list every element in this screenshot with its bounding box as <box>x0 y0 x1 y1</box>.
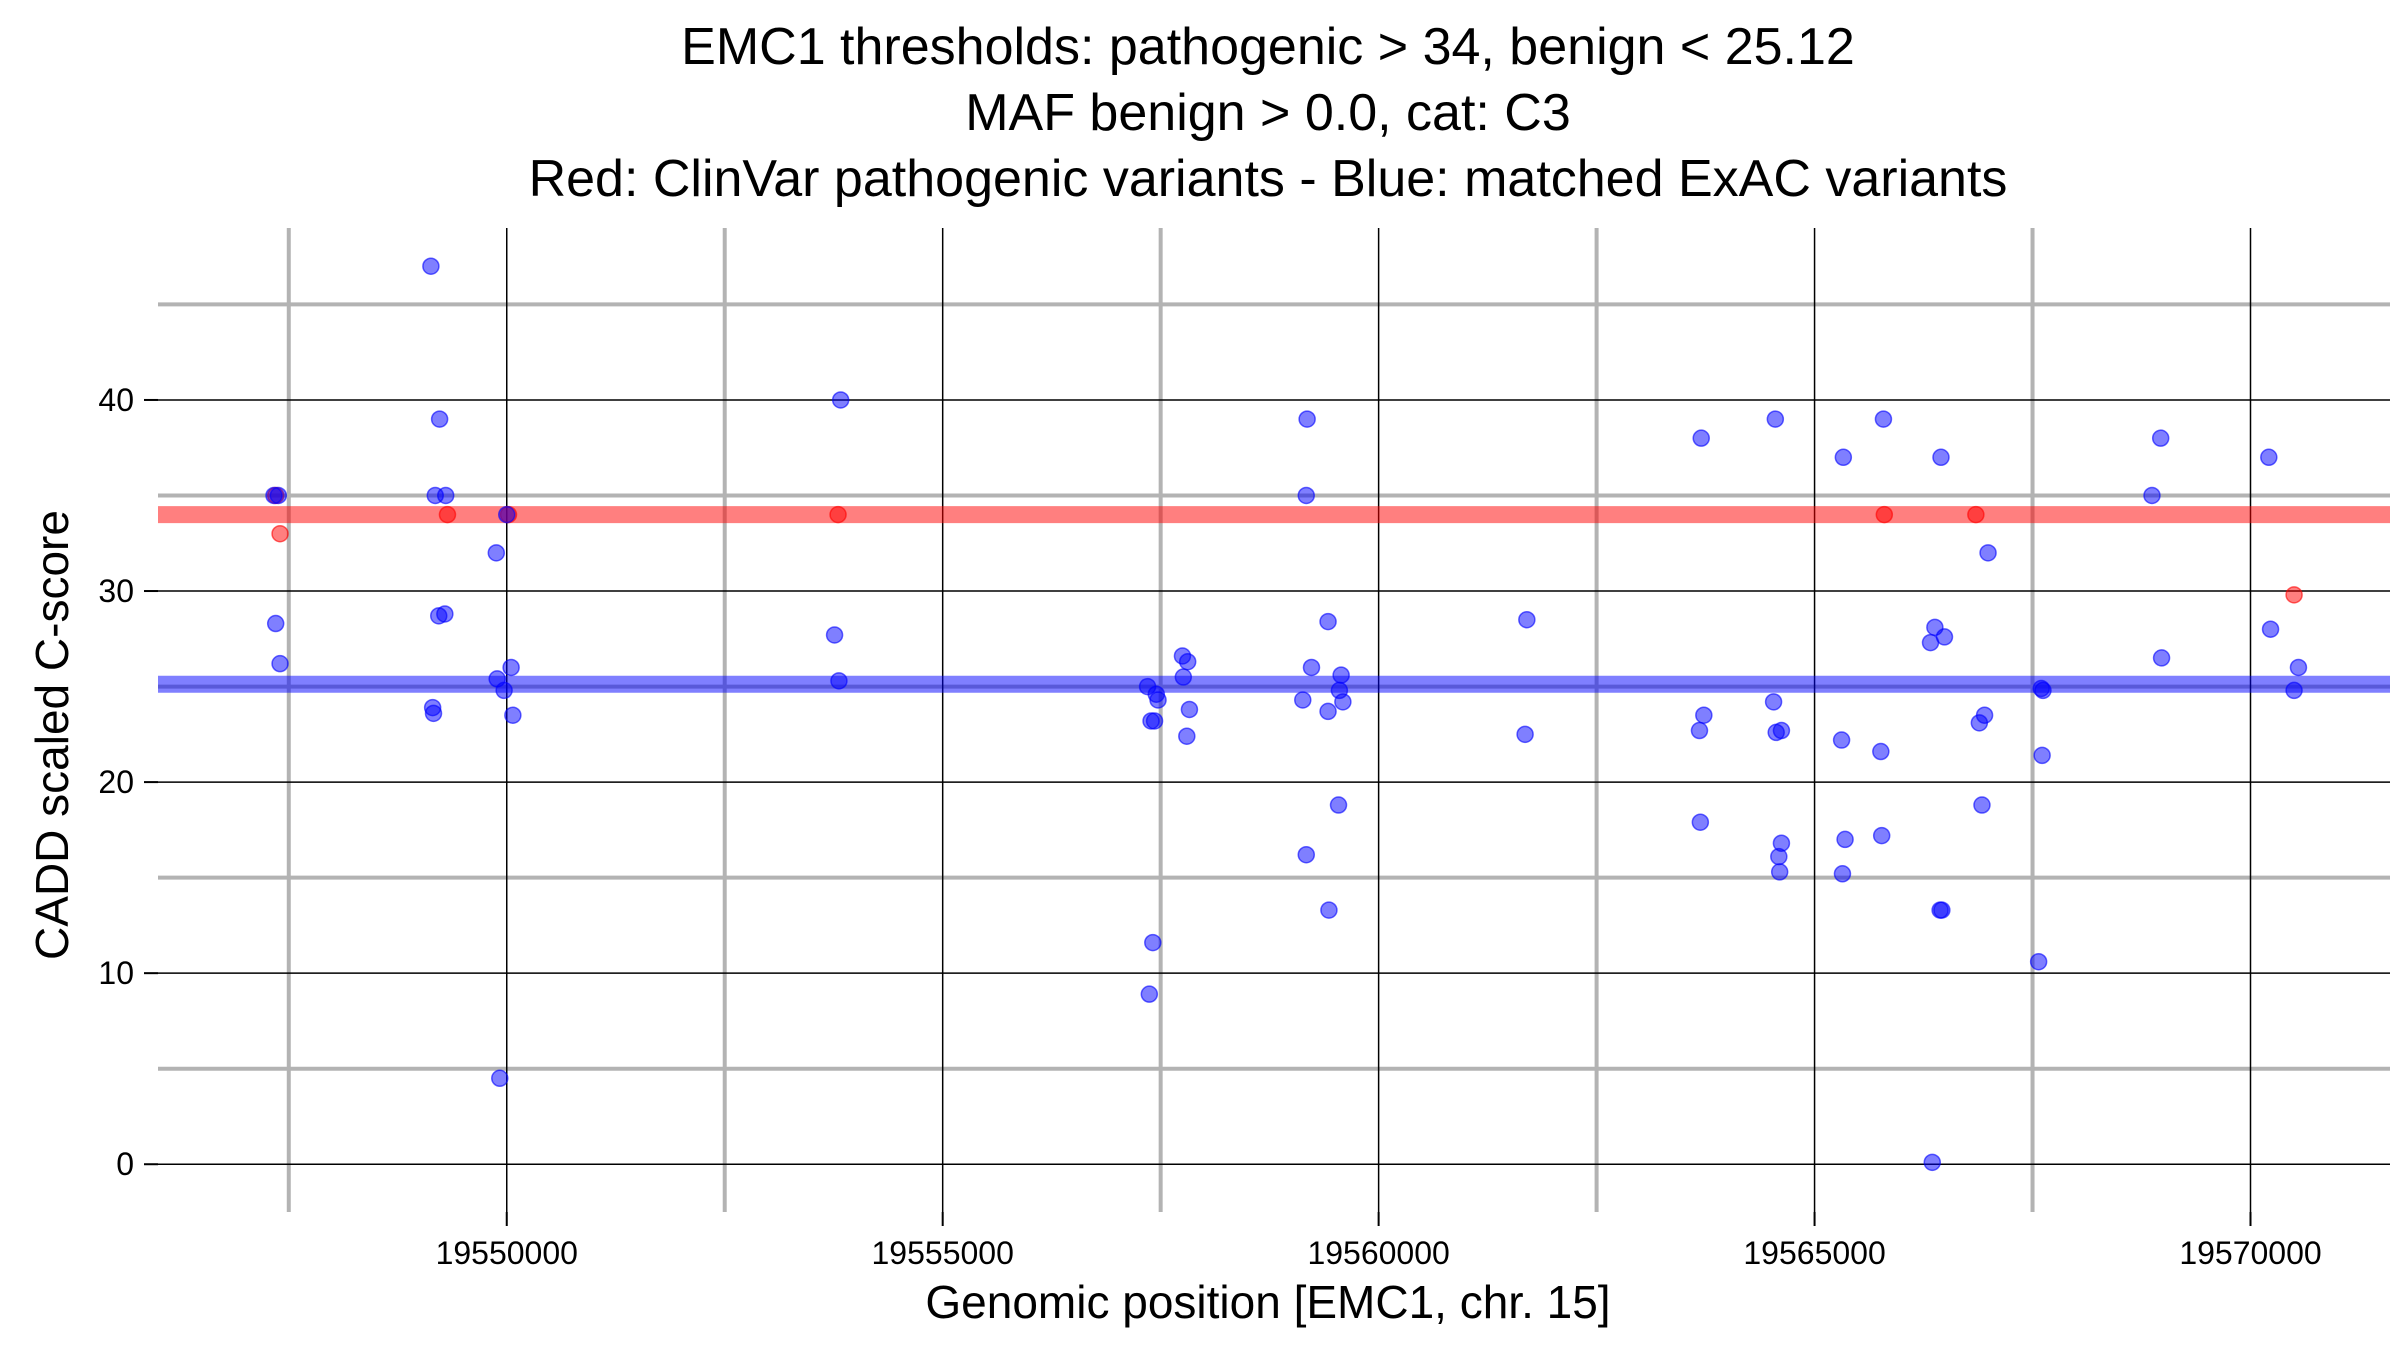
data-point <box>1334 693 1352 711</box>
data-point <box>498 505 516 524</box>
data-point <box>1836 830 1854 849</box>
y-axis-label: CADD scaled C-score <box>26 510 78 960</box>
data-point <box>1772 721 1791 740</box>
data-point <box>1933 901 1951 919</box>
data-point <box>269 486 288 505</box>
data-point <box>2285 586 2303 604</box>
x-tick-label: 19570000 <box>2179 1235 2321 1271</box>
data-point <box>491 1069 509 1088</box>
data-point <box>1979 544 1997 562</box>
data-point <box>1332 666 1350 684</box>
data-point <box>1932 448 1950 467</box>
data-point <box>1297 486 1316 505</box>
data-point <box>424 704 443 723</box>
data-point <box>504 706 522 724</box>
data-point <box>1872 826 1891 845</box>
data-point <box>487 544 506 562</box>
x-tick-label: 19555000 <box>872 1235 1014 1271</box>
data-point <box>1872 742 1890 761</box>
data-point <box>266 614 285 633</box>
data-point <box>2033 746 2051 765</box>
data-point <box>1691 813 1710 831</box>
data-point <box>1144 933 1162 952</box>
data-point <box>430 410 449 428</box>
data-point <box>1142 712 1160 730</box>
y-tick-label: 0 <box>116 1146 134 1182</box>
data-point <box>1178 652 1197 671</box>
data-point <box>825 626 844 644</box>
data-point <box>1770 847 1788 866</box>
data-point <box>495 681 513 700</box>
data-point <box>1319 612 1337 631</box>
chart-title-line: Red: ClinVar pathogenic variants - Blue:… <box>529 150 2008 208</box>
data-point <box>1832 731 1851 749</box>
data-point <box>1770 863 1789 881</box>
x-tick-label: 19550000 <box>436 1235 578 1271</box>
data-point <box>438 505 457 524</box>
data-point <box>2152 649 2171 667</box>
data-point <box>1298 410 1316 428</box>
data-point <box>2143 486 2161 505</box>
chart-title-line: MAF benign > 0.0, cat: C3 <box>965 84 1571 142</box>
data-point <box>1516 725 1534 744</box>
data-point <box>2261 620 2280 638</box>
ticks-layer: 0 10 20 30 40 19550000 19555000 19560000 1956500… <box>98 382 2321 1271</box>
data-point <box>1921 633 1940 652</box>
data-point <box>2260 448 2278 467</box>
data-point <box>1973 796 1991 814</box>
x-tick-label: 19565000 <box>1743 1235 1885 1271</box>
data-point <box>1695 706 1713 724</box>
data-point <box>436 486 455 505</box>
data-point <box>2034 681 2052 700</box>
data-point <box>502 658 520 677</box>
data-point <box>271 524 289 543</box>
chart-title: EMC1 thresholds: pathogenic > 34, benign… <box>529 18 2008 208</box>
data-point <box>2029 952 2048 971</box>
data-point <box>436 605 454 623</box>
grid-layer <box>158 228 2390 1212</box>
data-point <box>1690 721 1709 740</box>
data-point <box>1970 714 1989 732</box>
data-point <box>2289 658 2308 677</box>
data-point <box>1294 691 1312 709</box>
data-point <box>831 391 850 409</box>
data-point <box>1875 505 1894 524</box>
points-layer <box>265 257 2308 1172</box>
y-tick-label: 10 <box>98 955 134 991</box>
data-point <box>1874 410 1893 428</box>
data-point <box>1518 610 1536 629</box>
data-point <box>829 505 847 524</box>
data-point <box>1923 1153 1942 1172</box>
data-point <box>1833 865 1852 883</box>
data-point <box>1174 668 1193 686</box>
data-point <box>1764 693 1783 711</box>
data-point <box>1834 448 1853 467</box>
chart-title-line: EMC1 thresholds: pathogenic > 34, benign… <box>681 18 1855 76</box>
data-point <box>2151 429 2170 447</box>
threshold-layer <box>158 506 2390 693</box>
y-tick-label: 30 <box>98 573 134 609</box>
data-point <box>1692 429 1710 447</box>
data-point <box>1329 796 1348 814</box>
data-point <box>1178 727 1196 745</box>
data-point <box>1180 700 1199 719</box>
data-point <box>1319 702 1337 721</box>
data-point <box>1302 658 1321 677</box>
data-point <box>1297 845 1316 864</box>
data-point <box>1149 691 1167 709</box>
x-tick-label: 19560000 <box>1307 1235 1449 1271</box>
data-point <box>830 672 848 690</box>
y-tick-label: 20 <box>98 764 134 800</box>
data-point <box>1967 505 1985 524</box>
data-point <box>2285 681 2303 700</box>
data-point <box>1320 901 1338 919</box>
data-point <box>271 654 289 673</box>
data-point <box>1766 410 1785 428</box>
x-axis-label: Genomic position [EMC1, chr. 15] <box>925 1276 1610 1328</box>
data-point <box>422 257 440 275</box>
data-point <box>1140 985 1159 1003</box>
y-tick-label: 40 <box>98 382 134 418</box>
